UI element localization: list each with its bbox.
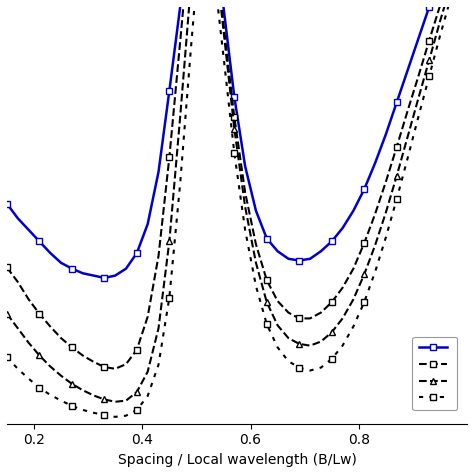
Legend: , , , : , , , bbox=[412, 337, 457, 410]
X-axis label: Spacing / Local wavelength (B/Lw): Spacing / Local wavelength (B/Lw) bbox=[118, 453, 356, 467]
